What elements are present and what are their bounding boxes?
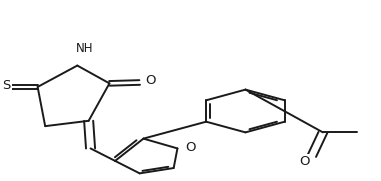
Text: S: S bbox=[2, 79, 11, 92]
Text: O: O bbox=[299, 155, 310, 168]
Text: O: O bbox=[146, 74, 156, 87]
Text: NH: NH bbox=[76, 42, 94, 55]
Text: O: O bbox=[186, 141, 196, 154]
